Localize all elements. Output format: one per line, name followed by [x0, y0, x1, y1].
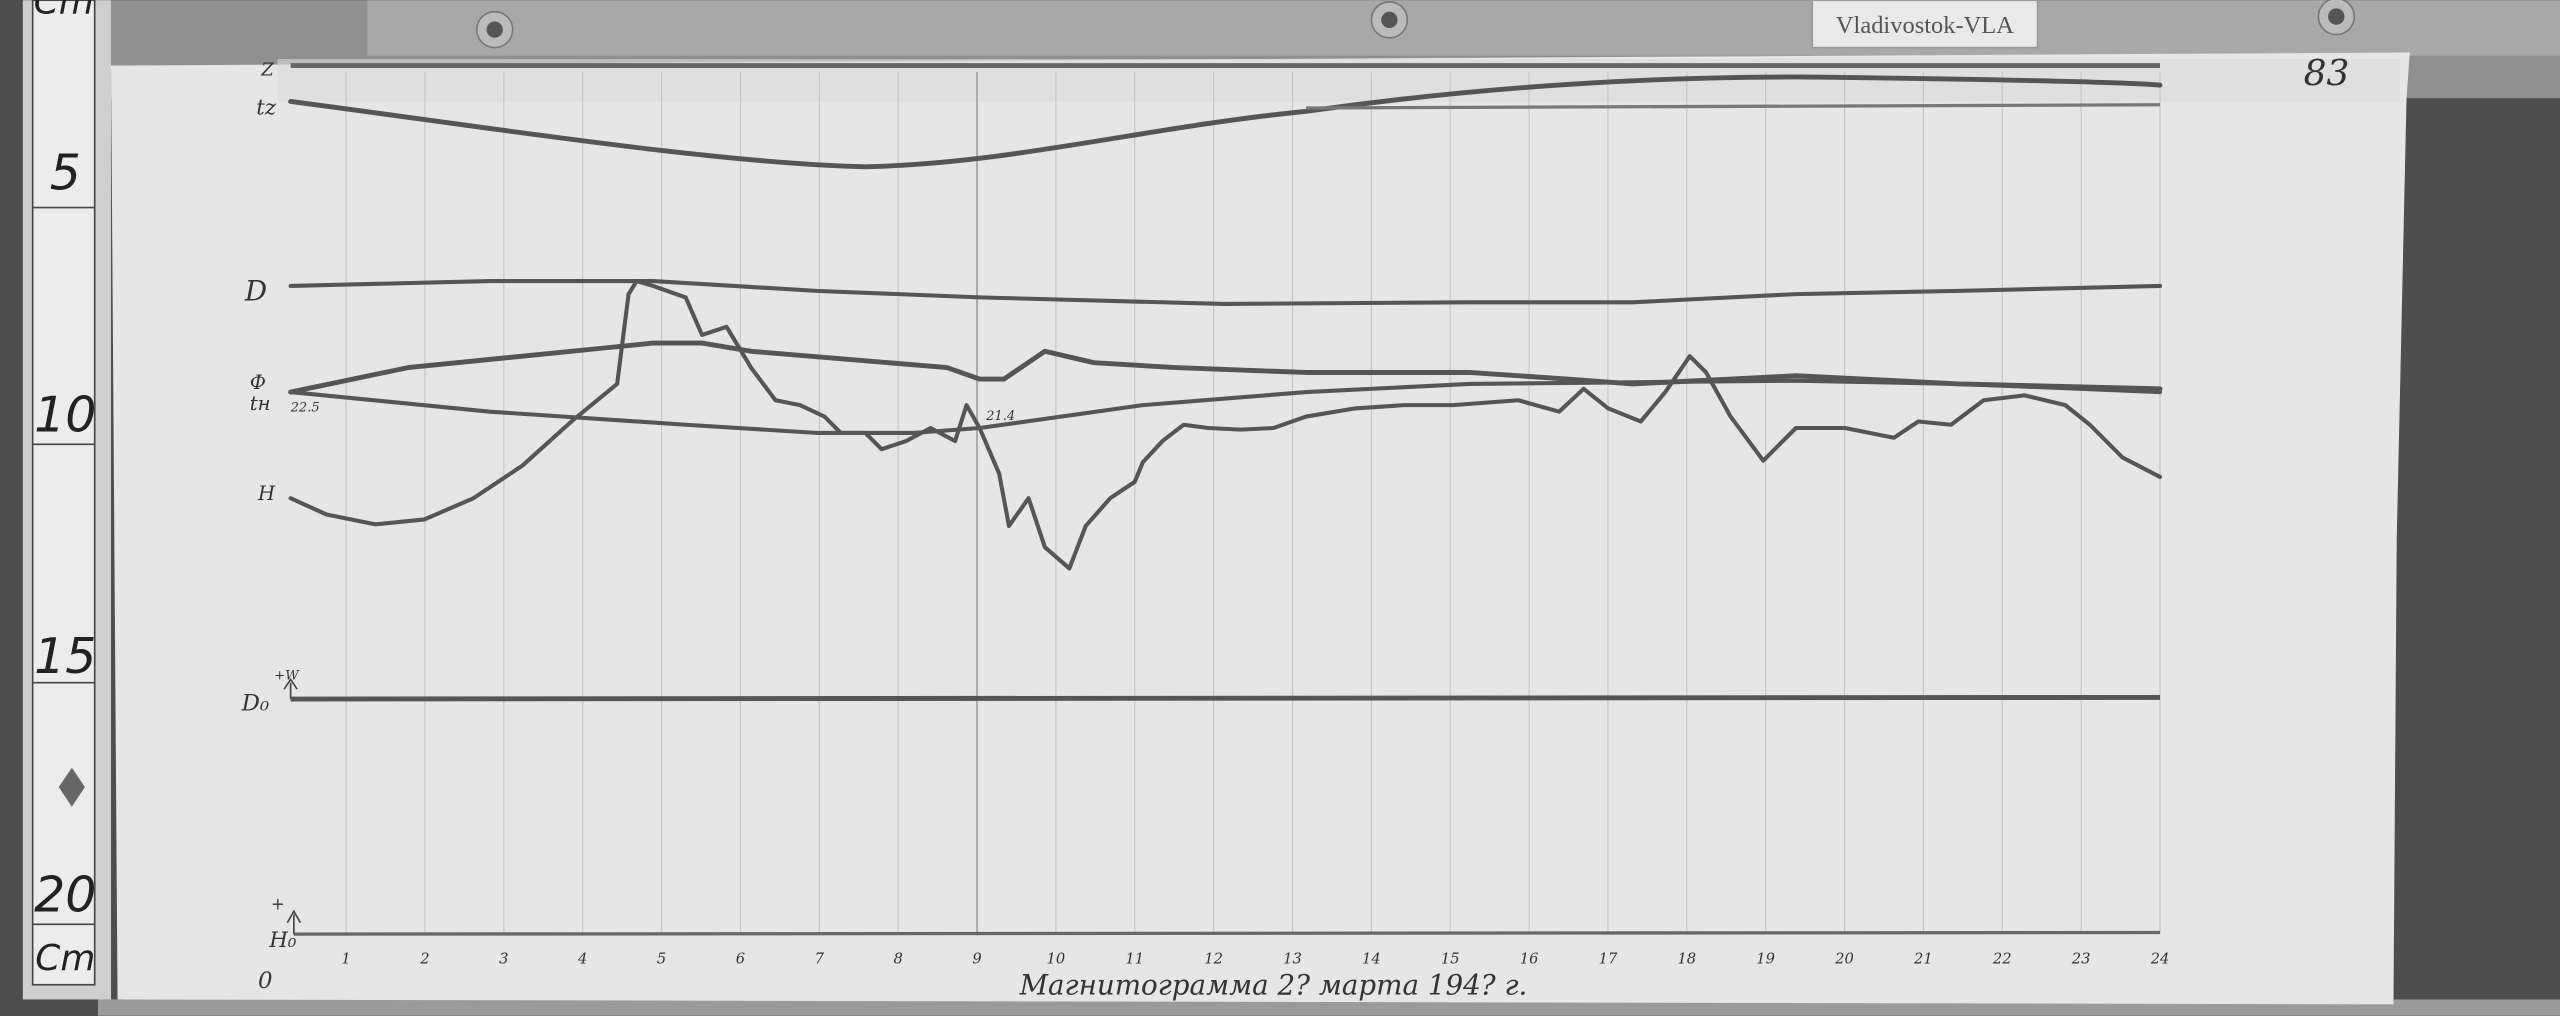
hour-label: 6: [736, 951, 745, 968]
plastic-strip: [367, 0, 2560, 56]
ruler-unit-bottom: Cm: [35, 938, 95, 979]
d0-baseline: [290, 694, 2161, 702]
hour-grid: 1 2 3 4 5 6 7 8 9 10 11 12 13 14 15 16 17 18 19 20 21 22 23 24: [341, 72, 2170, 968]
h0-label: H₀: [268, 928, 297, 953]
d0-label: D₀: [241, 690, 269, 716]
station-badge: [1811, 0, 2039, 49]
ruler-marker-icon: [58, 767, 85, 807]
h-label: H: [257, 482, 276, 505]
d-trace: [288, 279, 2163, 306]
hour-label: 14: [1362, 951, 1381, 968]
hour-label: 20: [1834, 951, 1854, 968]
tz-label: tz: [256, 96, 277, 121]
hour-label: 24: [2150, 951, 2170, 968]
paper-sheet: [111, 52, 2410, 1005]
hour-label: 13: [1283, 951, 1302, 968]
th-label: tн: [250, 392, 271, 415]
z-label: Z: [260, 59, 274, 80]
plastic-frame-bottom: [97, 999, 2560, 1016]
th-start-value: 22.5: [290, 401, 320, 416]
tz-reference-line: [1306, 103, 2161, 110]
ruler-mark: 20: [34, 866, 96, 923]
th-trace: [288, 378, 2163, 435]
hour-label: 4: [577, 951, 587, 968]
station-badge-text: Vladivostok-VLA: [1836, 12, 2014, 39]
hour-label: 21: [1913, 951, 1933, 968]
screw-icon: [1381, 11, 1398, 28]
d-label: D: [244, 275, 267, 308]
ruler-mark: 5: [50, 145, 81, 202]
hour-label: 2: [419, 951, 429, 968]
sheet-number: 83: [2304, 53, 2350, 94]
h0-direction: +: [271, 895, 285, 914]
h0-arrow-icon: [286, 909, 302, 935]
ruler-mark: 10: [34, 386, 96, 443]
hour-label: 8: [893, 951, 902, 968]
origin-label: 0: [258, 968, 273, 994]
h-trace: [288, 279, 2163, 571]
hour-label: 9: [972, 951, 981, 968]
caption: Магнитограмма 2? марта 194? г.: [1019, 969, 1528, 1002]
screw-icon: [486, 21, 503, 38]
ruler-mark: 15: [34, 628, 96, 685]
hour-label: 3: [499, 951, 508, 968]
hour-label: 5: [657, 951, 666, 968]
hour-label: 22: [1992, 951, 2012, 968]
hour-label: 16: [1520, 951, 1539, 968]
hour-label: 7: [815, 951, 825, 968]
hour-label: 19: [1756, 951, 1775, 968]
th-mid-value: 21.4: [985, 409, 1015, 424]
hour-label: 10: [1047, 951, 1066, 968]
hour-label: 18: [1677, 951, 1696, 968]
screw-icon: [2328, 8, 2345, 25]
d0-direction: +W: [274, 668, 300, 683]
h-phi-label: Ф: [250, 371, 266, 394]
hour-label: 1: [341, 951, 350, 968]
ruler-unit-top: Cm: [34, 0, 94, 22]
hour-label: 15: [1441, 951, 1460, 968]
hour-label: 12: [1204, 951, 1223, 968]
hour-label: 23: [2071, 951, 2091, 968]
d0-arrow-icon: [283, 677, 298, 700]
h0-baseline: [293, 930, 2161, 936]
ruler-face: [31, 0, 96, 986]
tz-trace: [288, 74, 2163, 170]
hour-label: 11: [1125, 951, 1144, 968]
hour-label: 17: [1599, 951, 1618, 968]
